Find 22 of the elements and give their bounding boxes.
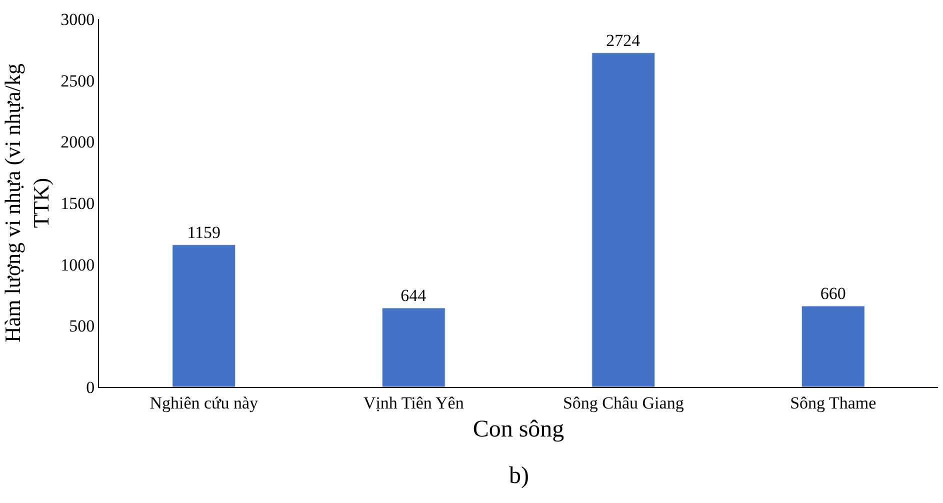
x-tick-label: Nghiên cứu này [150, 393, 259, 412]
bar [801, 306, 865, 387]
y-tick-label: 1000 [60, 255, 95, 274]
bar [382, 308, 446, 387]
text: b) [509, 463, 529, 489]
y-tick-label: 2500 [60, 71, 95, 90]
x-tick-label: Sông Châu Giang [562, 393, 684, 412]
bar [592, 52, 656, 387]
y-tick-label: 0 [86, 378, 95, 397]
y-axis-title: Hàm lượng vi nhựa (vi nhựa/kg TTK) [0, 64, 54, 342]
bar [172, 244, 236, 387]
data-label: 660 [820, 284, 846, 304]
x-tick-label: Vịnh Tiên Yên [363, 393, 464, 412]
data-label: 1159 [187, 222, 221, 242]
y-tick-label: 1500 [60, 194, 95, 213]
y-tick-label: 2000 [60, 132, 95, 152]
x-axis-title: Con sông [472, 416, 564, 443]
y-tick-label: 3000 [60, 10, 95, 29]
y-tick-label: 500 [69, 316, 95, 336]
data-label: 2724 [606, 30, 641, 50]
data-label: 644 [400, 286, 427, 305]
x-tick-label: Sông Thame [790, 393, 876, 412]
